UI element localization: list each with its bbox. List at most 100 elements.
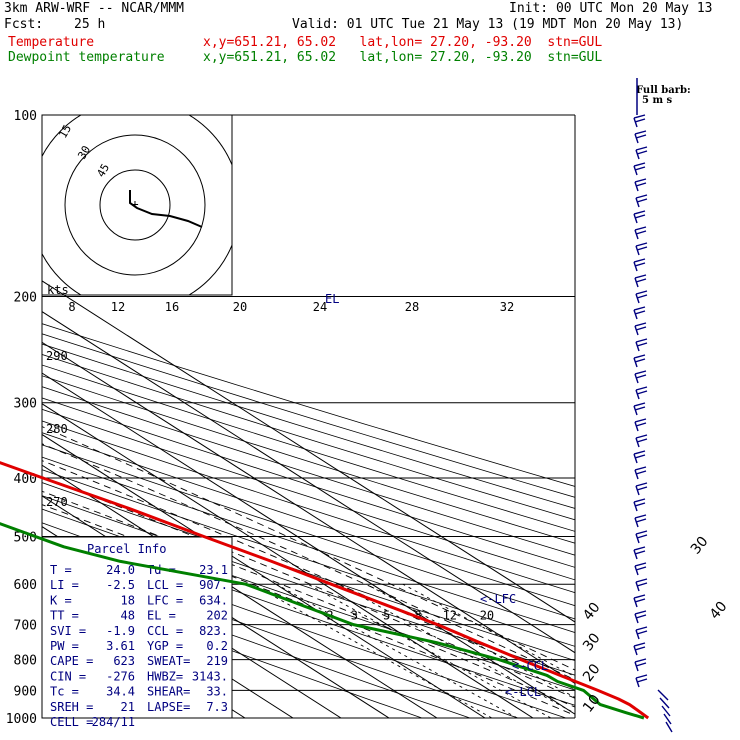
wind-barb xyxy=(634,466,647,480)
parcel-value: 34.4 xyxy=(106,685,135,699)
parcel-value: 823. xyxy=(199,624,228,638)
hodograph-center: + xyxy=(131,197,138,211)
wind-barb xyxy=(635,290,648,304)
isotherm-label: 30 xyxy=(580,630,604,654)
wind-barb xyxy=(633,642,646,656)
parcel-value: 21 xyxy=(121,700,135,714)
parcel-value: 219 xyxy=(206,654,228,668)
parcel-value: 48 xyxy=(121,609,135,623)
isotherm-line xyxy=(42,341,575,685)
temperature-legend: Temperature xyxy=(8,35,95,50)
temperature-profile xyxy=(0,461,650,720)
dewpoint-legend: Dewpoint temperature xyxy=(8,50,165,65)
wind-barb-low xyxy=(665,721,673,733)
parcel-value: 24.0 xyxy=(106,563,135,577)
parcel-value: 3.61 xyxy=(106,639,135,653)
wind-barb xyxy=(633,354,646,368)
hodograph-ring-label: 30 xyxy=(75,144,93,162)
parcel-key: LI = xyxy=(50,578,79,592)
hodograph-rings xyxy=(42,115,232,295)
parcel-key: CELL = xyxy=(50,715,93,729)
mixing-ratio-label: 12 xyxy=(443,609,457,623)
dry-adiabat xyxy=(42,565,471,718)
wind-barb xyxy=(634,130,647,144)
wind-barb xyxy=(634,658,647,672)
dewpoint-profile xyxy=(0,522,645,720)
wind-barb xyxy=(633,594,646,608)
hodograph-trace xyxy=(129,190,203,228)
mixing-ratio-line xyxy=(402,583,575,678)
mixing-ratio-label: 3 xyxy=(351,609,358,623)
parcel-value: -1.9 xyxy=(106,624,135,638)
wind-barb xyxy=(633,114,646,128)
parcel-key: T = xyxy=(50,563,72,577)
parcel-value: 284/11 xyxy=(92,715,135,729)
dry-adiabat xyxy=(42,444,575,620)
model-title: 3km ARW-WRF -- NCAR/MMM xyxy=(4,1,185,16)
wind-barb xyxy=(635,482,648,496)
pressure-label: 300 xyxy=(14,397,37,412)
dry-adiabat xyxy=(42,397,575,568)
pressure-label: 900 xyxy=(14,684,37,699)
temperature-location: x,y=651.21, 65.02 lat,lon= 27.20, -93.20… xyxy=(203,35,603,50)
init-time: Init: 00 UTC Mon 20 May 13 xyxy=(509,1,713,16)
pressure-label: 1000 xyxy=(6,712,37,727)
fcst-value: 25 h xyxy=(74,17,106,32)
isotherm-line xyxy=(0,115,5,718)
wind-barb xyxy=(634,226,647,240)
barb-legend-line2: 5 m s xyxy=(642,95,673,106)
hodograph-ring xyxy=(64,134,206,276)
dry-adiabat xyxy=(42,353,575,521)
isotherm-label: 20 xyxy=(580,661,604,685)
parcel-info-title: Parcel Info xyxy=(87,542,166,556)
hodograph-ring xyxy=(99,169,171,241)
theta-left-label: 270 xyxy=(46,495,68,509)
parcel-key: EL = xyxy=(147,609,176,623)
parcel-key: CAPE = xyxy=(50,654,93,668)
wind-barb xyxy=(633,546,646,560)
parcel-value: 7.3 xyxy=(206,700,228,714)
hodograph-frame xyxy=(41,114,233,296)
pressure-label: 200 xyxy=(14,291,37,306)
parcel-key: K = xyxy=(50,593,72,607)
wind-barb xyxy=(633,306,646,320)
hodograph-ring-label: 45 xyxy=(94,162,112,180)
wind-barb xyxy=(634,610,647,624)
lcl-label: <-LCL xyxy=(505,685,541,699)
wind-barb xyxy=(634,274,647,288)
speed-tick-label: 12 xyxy=(111,300,125,314)
wind-barb xyxy=(634,370,647,384)
parcel-key: HWBZ= xyxy=(147,669,183,683)
speed-tick-label: 20 xyxy=(233,300,247,314)
parcel-key: LAPSE= xyxy=(147,700,190,714)
parcel-value: 623 xyxy=(113,654,135,668)
dry-adiabat xyxy=(42,333,575,498)
isotherm-line xyxy=(42,372,575,715)
wind-axis-label: 40 xyxy=(707,599,731,623)
mixing-ratio-line xyxy=(338,583,575,714)
lfc-label: <-LFC xyxy=(480,592,516,606)
pressure-label: 700 xyxy=(14,619,37,634)
hodograph-unit-label: kts xyxy=(47,283,69,297)
wind-barb xyxy=(634,514,647,528)
isotherm-line xyxy=(42,433,486,718)
parcel-key: SVI = xyxy=(50,624,86,638)
wind-barb-low xyxy=(657,689,669,701)
speed-tick-label: 28 xyxy=(405,300,419,314)
valid-time: Valid: 01 UTC Tue 21 May 13 (19 MDT Mon … xyxy=(292,17,684,32)
parcel-value: 907. xyxy=(199,578,228,592)
wind-barbs: Full barb:5 m s 30 40 xyxy=(633,78,731,733)
moist-adiabat xyxy=(42,504,575,716)
wind-barb xyxy=(633,210,646,224)
dry-adiabat xyxy=(42,469,575,647)
wind-barb xyxy=(635,626,648,640)
wind-barb xyxy=(635,194,648,208)
pressure-label: 100 xyxy=(14,109,37,124)
dry-adiabat xyxy=(42,343,575,509)
parcel-value: 3143. xyxy=(192,669,228,683)
parcel-value: 18 xyxy=(121,593,135,607)
wind-barb xyxy=(635,530,648,544)
parcel-key: LCL = xyxy=(147,578,183,592)
barb-legend-line1: Full barb: xyxy=(636,85,691,96)
